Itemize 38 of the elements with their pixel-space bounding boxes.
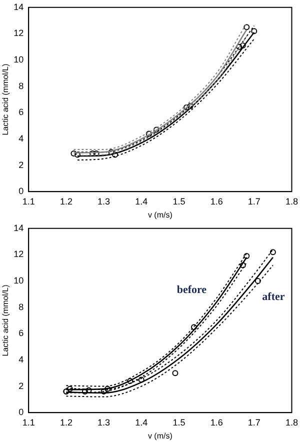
x-tick-label: 1.7 <box>248 417 260 428</box>
x-tick-label: 1.2 <box>60 196 72 206</box>
y-tick-label: 14 <box>14 222 24 233</box>
y-tick-label: 10 <box>14 276 24 286</box>
y-tick-label: 4 <box>18 354 24 364</box>
y-tick-label: 4 <box>18 133 24 144</box>
x-tick-label: 1.3 <box>98 196 110 206</box>
x-axis-title: v (m/s) <box>148 431 173 440</box>
y-axis-title: Lactic acid (mmol/L) <box>1 284 10 356</box>
y-tick-label: 8 <box>18 80 24 91</box>
y-tick-label: 2 <box>18 380 24 391</box>
x-tick-label: 1.2 <box>60 417 72 428</box>
y-tick-label: 0 <box>18 407 24 418</box>
y-tick-label: 6 <box>18 328 24 338</box>
x-tick-label: 1.5 <box>172 417 186 428</box>
x-tick-label: 1.3 <box>98 417 110 428</box>
x-tick-label: 1.8 <box>285 196 298 206</box>
x-tick-label: 1.5 <box>172 196 186 206</box>
x-tick-label: 1.6 <box>210 417 223 428</box>
y-tick-label: 8 <box>18 302 24 312</box>
y-tick-label: 2 <box>18 160 24 170</box>
y-tick-label: 0 <box>18 186 24 196</box>
y-tick-label: 12 <box>14 249 24 260</box>
x-tick-label: 1.8 <box>285 417 298 428</box>
x-tick-label: 1.1 <box>22 417 35 428</box>
x-tick-label: 1.4 <box>135 196 148 206</box>
y-tick-label: 6 <box>18 107 24 118</box>
y-tick-label: 10 <box>14 54 24 65</box>
y-tick-label: 12 <box>14 28 24 38</box>
y-axis-title: Lactic acid (mmol/L) <box>1 63 10 136</box>
x-axis-title: v (m/s) <box>148 210 173 220</box>
x-tick-label: 1.4 <box>135 417 148 428</box>
y-tick-label: 14 <box>14 2 24 12</box>
x-tick-label: 1.1 <box>22 196 35 206</box>
series-label: before <box>176 284 207 296</box>
x-tick-label: 1.6 <box>210 196 223 206</box>
x-tick-label: 1.7 <box>248 196 260 206</box>
series-label: after <box>262 290 285 303</box>
